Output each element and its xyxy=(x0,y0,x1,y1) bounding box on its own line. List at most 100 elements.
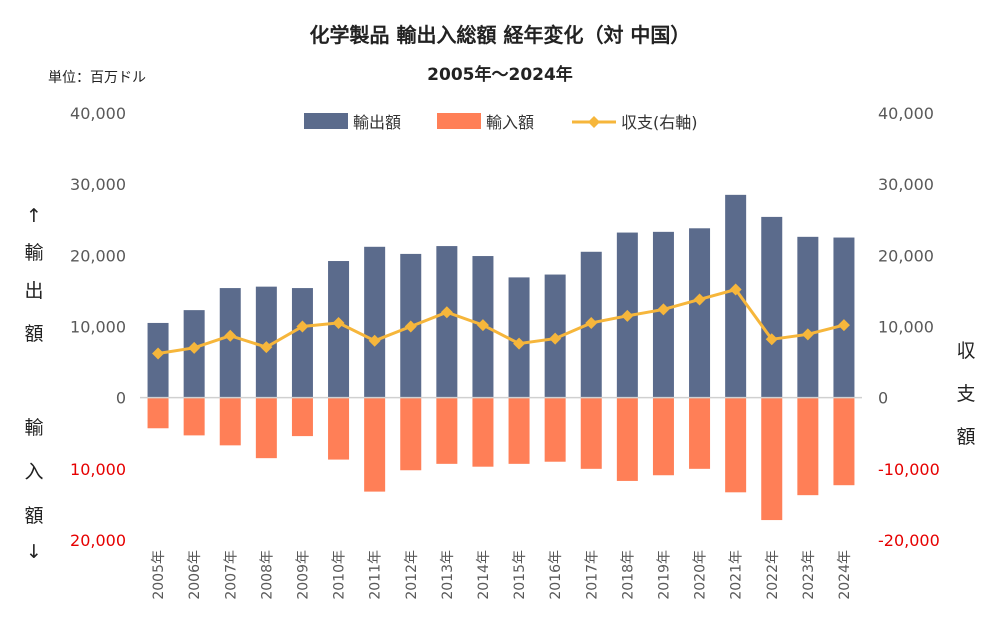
right-tick-label: -10,000 xyxy=(878,460,940,479)
legend-label-import: 輸入額 xyxy=(486,113,534,132)
import-bar xyxy=(364,397,386,492)
import-bar xyxy=(255,397,277,459)
left-axis-label-char: ↑ xyxy=(26,205,42,227)
x-tick-label: 2005年 xyxy=(151,550,167,600)
balance-line xyxy=(157,287,845,356)
left-axis-label-char: 入 xyxy=(24,461,43,483)
left-tick-label: 10,000 xyxy=(70,460,126,479)
left-axis-label-char: 額 xyxy=(24,505,43,527)
import-bar xyxy=(147,397,169,429)
balance-point xyxy=(188,341,201,354)
balance-point xyxy=(404,320,417,333)
x-tick-label: 2008年 xyxy=(259,550,275,600)
balance-point xyxy=(801,328,814,341)
import-bar xyxy=(544,397,566,462)
left-tick-label: 30,000 xyxy=(70,175,126,194)
left-axis-label-char: 輸 xyxy=(24,242,43,264)
export-bar xyxy=(183,310,205,398)
x-tick-label: 2012年 xyxy=(404,550,420,600)
import-bar xyxy=(400,397,422,471)
import-bar xyxy=(328,397,350,460)
balance-point xyxy=(332,316,345,329)
balance-point xyxy=(549,332,562,345)
balance-point xyxy=(368,334,381,347)
x-tick-label: 2017年 xyxy=(584,550,600,600)
x-tick-label: 2010年 xyxy=(332,550,348,600)
x-tick-label: 2019年 xyxy=(656,550,672,600)
chart-subtitle: 2005年～2024年 xyxy=(427,64,573,85)
import-bar xyxy=(616,397,638,481)
import-bar xyxy=(652,397,674,476)
balance-point xyxy=(224,329,237,342)
right-axis-label-char: 支 xyxy=(956,383,975,405)
import-bar xyxy=(833,397,855,486)
export-bar xyxy=(833,237,855,398)
import-bar xyxy=(508,397,530,464)
right-tick-label: 20,000 xyxy=(878,246,934,265)
export-bar xyxy=(797,236,819,398)
import-bar xyxy=(761,397,783,521)
export-bar xyxy=(364,246,386,398)
right-axis-label-char: 額 xyxy=(956,426,975,448)
left-tick-label: 0 xyxy=(116,389,126,408)
left-tick-label: 20,000 xyxy=(70,531,126,550)
right-tick-label: 10,000 xyxy=(878,318,934,337)
left-axis-label-char: 輸 xyxy=(24,417,43,439)
x-tick-label: 2013年 xyxy=(440,550,456,600)
legend-swatch-export xyxy=(304,113,348,129)
export-bar xyxy=(291,288,313,398)
export-bar xyxy=(725,194,747,398)
legend-swatch-import xyxy=(437,113,481,129)
balance-point xyxy=(440,306,453,319)
left-axis-label-char: 出 xyxy=(24,280,43,302)
legend-swatch-balance-marker xyxy=(588,116,600,128)
balance-point xyxy=(657,303,670,316)
export-bar xyxy=(689,228,711,398)
import-bars xyxy=(147,397,855,521)
import-bar xyxy=(291,397,313,437)
right-axis-label: 収支額 xyxy=(956,340,975,448)
x-tick-label: 2006年 xyxy=(187,550,203,600)
legend: 輸出額 輸入額 収支(右軸) xyxy=(304,113,698,132)
left-axis-ticks: 40,000 30,000 20,000 10,000 0 10,000 20,000 xyxy=(70,104,126,550)
balance-point xyxy=(585,316,598,329)
right-tick-label: 30,000 xyxy=(878,175,934,194)
x-tick-label: 2007年 xyxy=(223,550,239,600)
left-axis-label-char: ↓ xyxy=(26,541,42,563)
balance-point xyxy=(837,319,850,332)
right-tick-label: -20,000 xyxy=(878,531,940,550)
x-axis-ticks: 2005年 2006年 2007年 2008年 2009年 2010年 2011年 2012年… xyxy=(151,550,853,600)
import-bar xyxy=(689,397,711,469)
left-tick-label: 20,000 xyxy=(70,246,126,265)
import-bar xyxy=(219,397,241,446)
legend-label-balance: 収支(右軸) xyxy=(621,113,698,132)
import-bar xyxy=(183,397,205,436)
balance-point xyxy=(693,293,706,306)
x-tick-label: 2016年 xyxy=(548,550,564,600)
import-bar xyxy=(797,397,819,496)
export-bars xyxy=(147,194,855,398)
balance-point xyxy=(513,337,526,350)
export-bar xyxy=(761,216,783,398)
export-bar xyxy=(436,246,458,398)
x-tick-label: 2021年 xyxy=(729,550,745,600)
left-axis-label-char: 額 xyxy=(24,323,43,345)
x-tick-label: 2015年 xyxy=(512,550,528,600)
right-tick-label: 0 xyxy=(878,389,888,408)
right-axis-ticks: 40,000 30,000 20,000 10,000 0 -10,000 -20,000 xyxy=(878,104,940,550)
x-tick-label: 2022年 xyxy=(765,550,781,600)
x-tick-label: 2018年 xyxy=(620,550,636,600)
x-tick-label: 2023年 xyxy=(801,550,817,600)
import-bar xyxy=(472,397,494,467)
right-tick-label: 40,000 xyxy=(878,104,934,123)
left-tick-label: 10,000 xyxy=(70,318,126,337)
x-tick-label: 2011年 xyxy=(368,550,384,600)
balance-point xyxy=(260,341,273,354)
export-bar xyxy=(328,261,350,398)
import-bar xyxy=(436,397,458,464)
export-bar xyxy=(147,322,169,398)
balance-point xyxy=(152,347,165,360)
import-bar xyxy=(580,397,602,469)
